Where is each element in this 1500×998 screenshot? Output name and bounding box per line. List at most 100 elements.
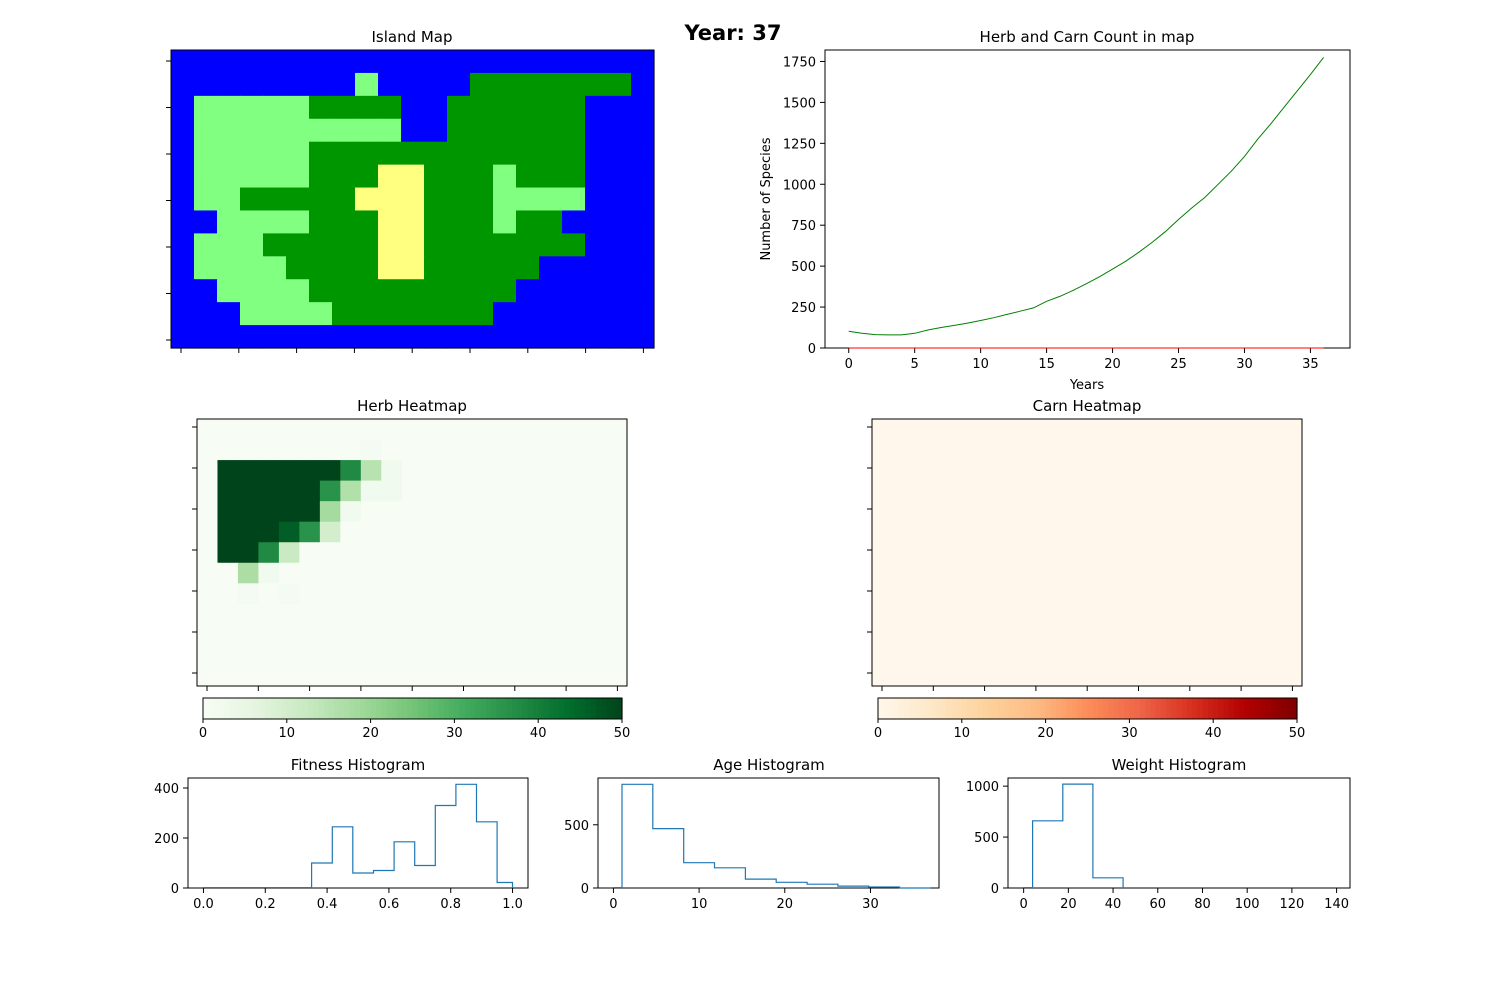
herb-colorbar-swatch — [559, 698, 565, 719]
herb-colorbar-swatch — [255, 698, 261, 719]
herb-colorbar-swatch — [303, 698, 309, 719]
island-cell — [539, 96, 563, 120]
island-cell — [493, 73, 517, 97]
herb-cell — [422, 563, 443, 584]
weight-histogram-title: Weight Histogram — [1112, 756, 1247, 774]
herb-cell — [545, 665, 566, 686]
herb-cell — [607, 501, 628, 522]
herb-cell — [258, 501, 279, 522]
herb-colorbar-swatch — [601, 698, 607, 719]
island-cell — [447, 302, 471, 326]
island-cell — [608, 279, 632, 303]
herb-cell — [320, 440, 341, 461]
island-cell — [470, 279, 494, 303]
carn-colorbar-swatch — [1119, 698, 1125, 719]
line-series-0 — [849, 57, 1324, 335]
herb-cell — [607, 645, 628, 666]
herb-cell — [258, 583, 279, 604]
herb-cell — [258, 522, 279, 543]
island-cell — [516, 119, 540, 143]
herb-colorbar-swatch — [570, 698, 576, 719]
herb-colorbar-swatch — [271, 698, 277, 719]
island-cell — [516, 165, 540, 189]
herb-heatmap-cells — [197, 419, 628, 687]
island-cell — [355, 233, 379, 257]
herb-cell — [484, 624, 505, 645]
island-cell — [539, 279, 563, 303]
line-x-tick-label: 15 — [1038, 357, 1055, 372]
island-cell — [263, 302, 287, 326]
herb-cell — [197, 665, 218, 686]
herb-cell — [238, 604, 259, 625]
herb-colorbar-swatch — [454, 698, 460, 719]
herb-cell — [279, 501, 300, 522]
island-cell — [631, 188, 655, 212]
herb-cell — [484, 460, 505, 481]
carn-colorbar-swatch — [1239, 698, 1245, 719]
herb-cell — [258, 645, 279, 666]
herb-cell — [607, 522, 628, 543]
herb-cell — [381, 604, 402, 625]
herb-cell — [299, 501, 320, 522]
island-cell — [309, 119, 333, 143]
herb-cell — [422, 440, 443, 461]
carn-colorbar-swatch — [957, 698, 963, 719]
island-cell — [447, 50, 471, 74]
herb-cell — [217, 440, 238, 461]
island-cell — [608, 210, 632, 234]
herb-cell — [463, 665, 484, 686]
line-chart-title: Herb and Carn Count in map — [980, 28, 1195, 46]
island-cell — [585, 256, 609, 280]
herb-cell — [361, 419, 382, 440]
herb-colorbar-swatch — [470, 698, 476, 719]
island-cell — [309, 142, 333, 166]
herb-colorbar-swatch — [428, 698, 434, 719]
herb-cell — [258, 563, 279, 584]
island-cell — [539, 233, 563, 257]
herb-cell — [340, 645, 361, 666]
island-cell — [447, 165, 471, 189]
herb-cell — [258, 419, 279, 440]
herb-cell — [525, 563, 546, 584]
island-cell — [631, 256, 655, 280]
island-cell — [401, 302, 425, 326]
herb-cell — [566, 624, 587, 645]
herb-cell — [586, 583, 607, 604]
carn-heatmap-axes: Carn Heatmap 0 10 20 30 40 50 — [867, 397, 1305, 741]
herb-cell — [586, 440, 607, 461]
herb-cell — [422, 624, 443, 645]
herb-cell — [525, 624, 546, 645]
island-cell — [447, 96, 471, 120]
island-cell — [194, 188, 218, 212]
island-cell — [378, 325, 402, 349]
island-cell — [355, 50, 379, 74]
herb-cell — [361, 583, 382, 604]
island-cell — [378, 73, 402, 97]
age-histogram-axes: Age Histogram 0 10 20 300500 — [564, 756, 939, 912]
herb-cell — [586, 522, 607, 543]
carn-colorbar-swatch — [1129, 698, 1135, 719]
herb-cell — [361, 563, 382, 584]
herb-cell — [484, 665, 505, 686]
island-cell — [562, 96, 586, 120]
carn-colorbar-swatch — [1192, 698, 1198, 719]
island-cell — [401, 96, 425, 120]
carn-colorbar-tick-label: 0 — [874, 726, 882, 741]
herb-cell — [422, 481, 443, 502]
herb-cell — [197, 440, 218, 461]
island-cell — [401, 50, 425, 74]
age-histogram-frame — [598, 778, 939, 888]
herb-cell — [525, 460, 546, 481]
fitness-histogram-y-tick-label: 200 — [154, 832, 179, 847]
herb-cell — [197, 481, 218, 502]
island-cell — [493, 325, 517, 349]
island-cell — [332, 165, 356, 189]
line-x-tick-label: 20 — [1104, 357, 1121, 372]
island-cell — [631, 165, 655, 189]
island-cell — [493, 279, 517, 303]
herb-cell — [340, 542, 361, 563]
herb-cell — [484, 440, 505, 461]
fitness-histogram-axes: Fitness Histogram 0.0 0.2 0.4 0.6 0.8 1.00200… — [154, 756, 528, 912]
island-cell — [608, 165, 632, 189]
island-cell — [286, 96, 310, 120]
